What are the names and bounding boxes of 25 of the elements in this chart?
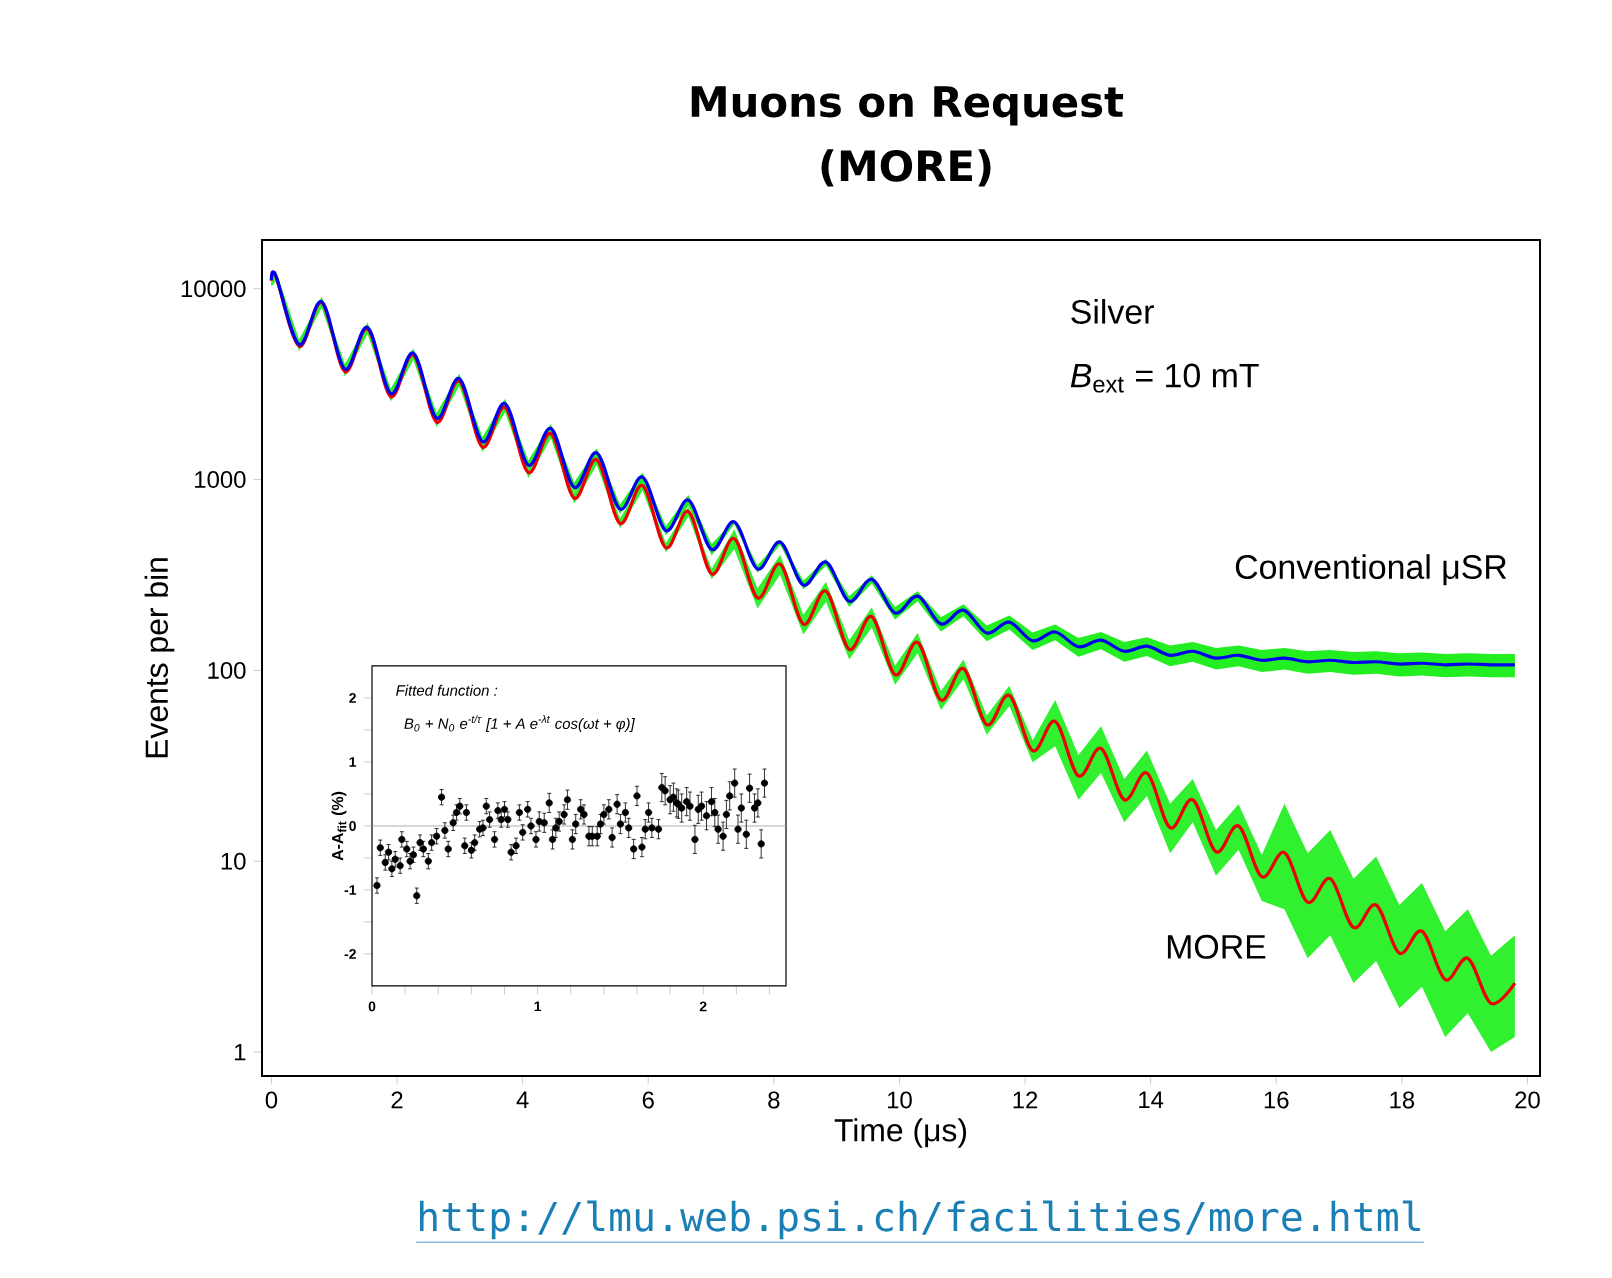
x-tick-label: 16 [1264, 1091, 1289, 1109]
x-tick-label: 14 [1139, 1091, 1164, 1108]
x-tick-label: 18 [1390, 1091, 1415, 1109]
annotation: Silver [1071, 299, 1154, 324]
x-tick-label: 4 [516, 1091, 529, 1108]
y-tick-label: 100 [208, 661, 246, 679]
y-tick-label: 1000 [195, 471, 246, 488]
y-tick-label: 1 [234, 1043, 246, 1061]
x-tick-label: 6 [642, 1091, 654, 1109]
chart-subtitle: (MORE) [821, 149, 991, 187]
x-axis-title: Time (μs) [834, 1118, 967, 1148]
x-tick-label: 8 [768, 1091, 780, 1109]
y-axis-title: Events per bin [144, 558, 175, 758]
x-tick-label: 12 [1013, 1091, 1038, 1109]
x-tick-label: 10 [887, 1091, 912, 1109]
y-tick-label: 10000 [181, 280, 246, 298]
x-tick-label: 2 [391, 1091, 403, 1109]
y-tick-label: 10 [221, 852, 246, 870]
text: http://lmu.web.psi.ch/facilities/more.html [419, 1200, 1420, 1240]
chart-title: Muons on Request [691, 86, 1124, 126]
annotation: B$_{ext}$ = 10 mT [1070, 363, 1259, 393]
x-tick-label: 20 [1515, 1091, 1540, 1109]
x-tick-label: 0 [265, 1091, 278, 1109]
series-label: MORE [1167, 934, 1266, 959]
text: Conventional μSR [1235, 554, 1507, 586]
